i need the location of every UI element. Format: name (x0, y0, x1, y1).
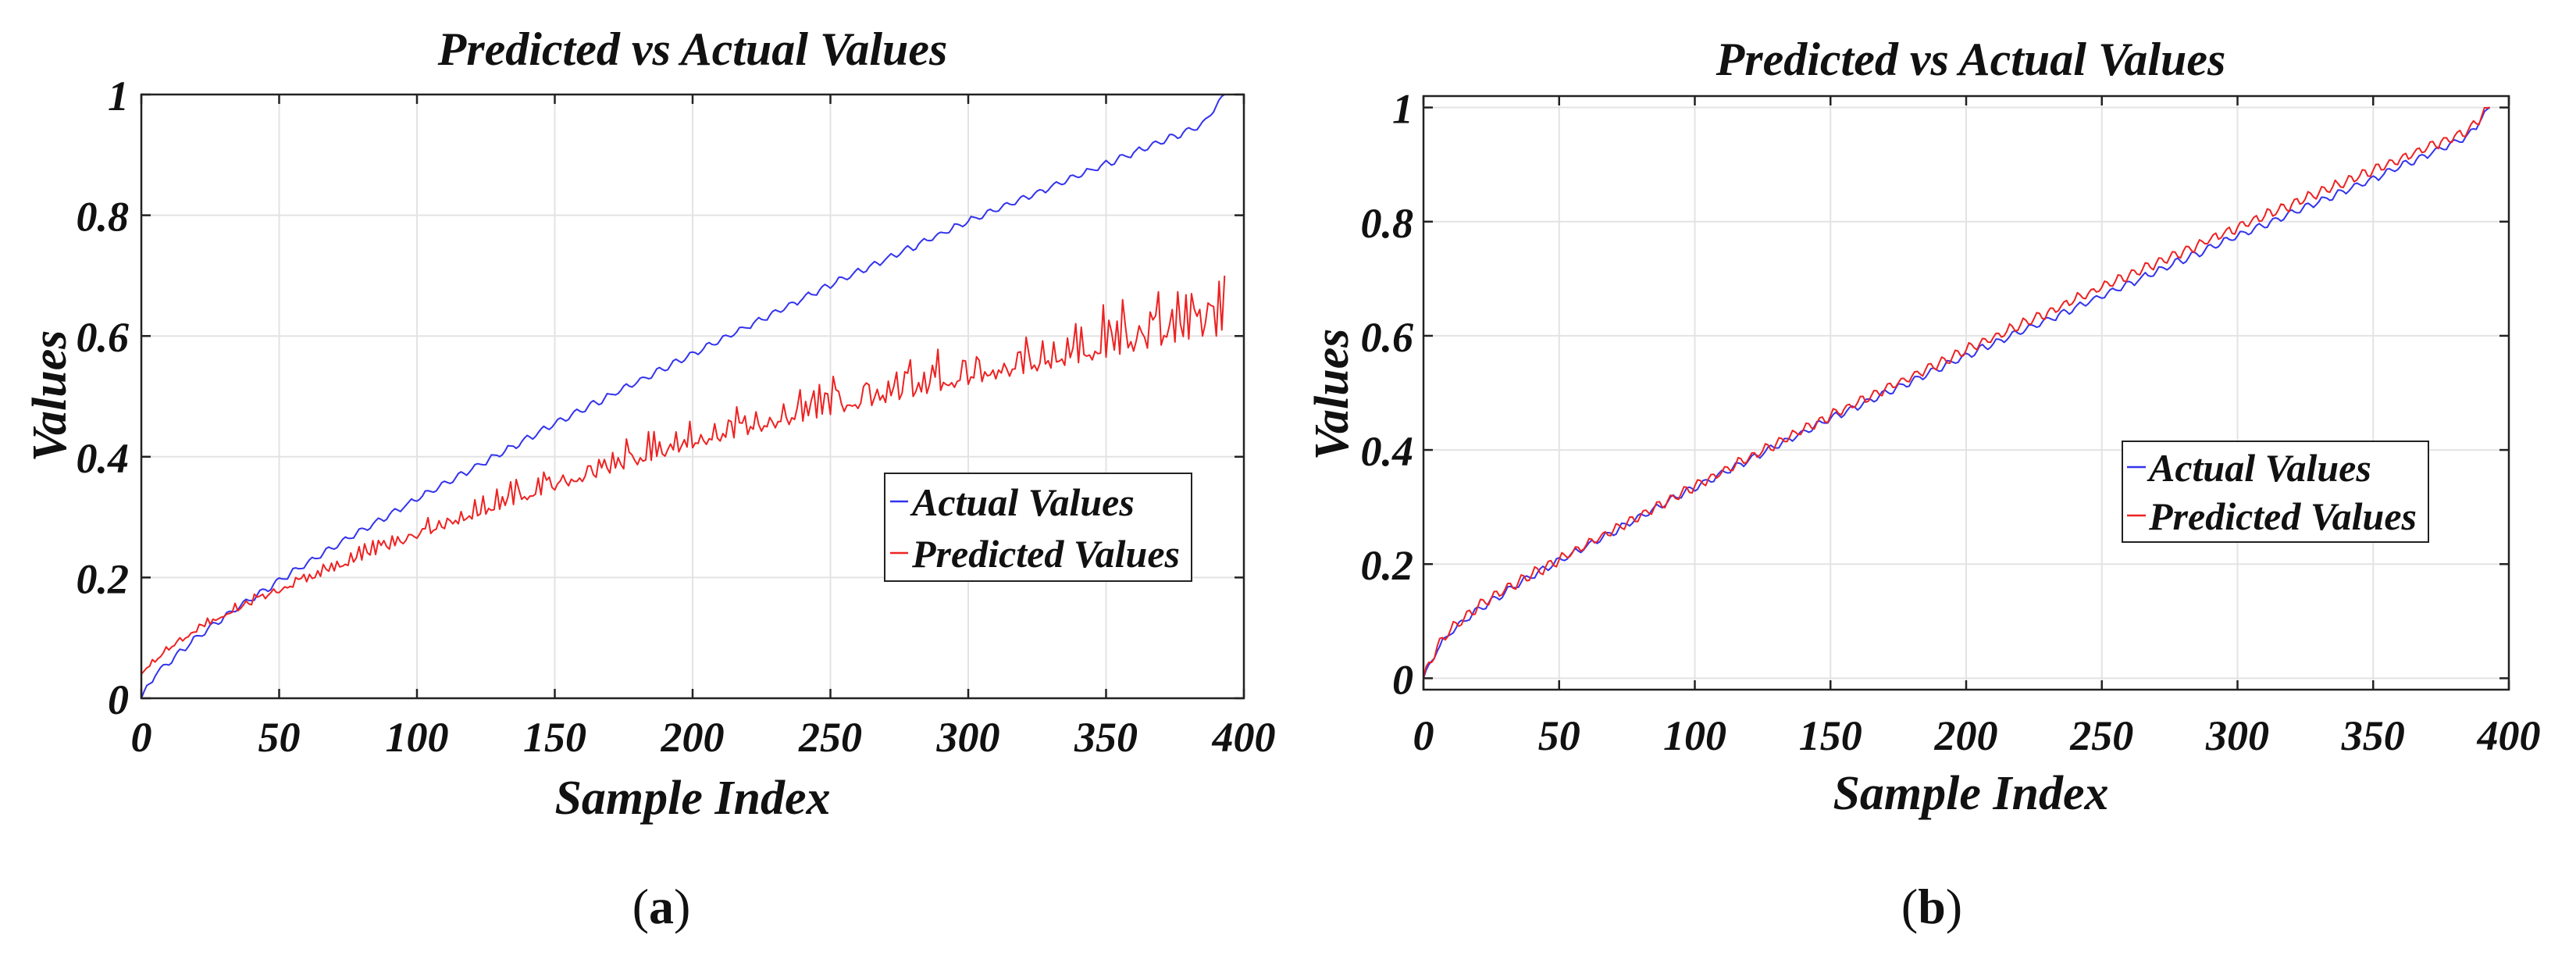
x-tick-label-b-8: 400 (2477, 712, 2541, 759)
grid-b (1423, 96, 2509, 690)
x-tick-labels-a: 0 50 100 150 200 250 300 350 400 (131, 714, 1276, 761)
x-tick-label-a-6: 300 (936, 714, 1000, 761)
y-tick-label-a-2: 0.4 (77, 435, 130, 482)
y-tick-label-a-1: 0.2 (77, 555, 130, 602)
x-tick-label-a-2: 100 (386, 714, 449, 761)
y-tick-labels-a: 0 0.2 0.4 0.6 0.8 1 (77, 73, 130, 723)
x-tick-label-a-8: 400 (1212, 714, 1276, 761)
y-axis-label-a: Values (23, 330, 77, 462)
x-tick-label-a-4: 200 (661, 714, 725, 761)
chart-title-b: Predicted vs Actual Values (1716, 34, 2226, 85)
y-tick-label-b-1: 0.2 (1361, 542, 1414, 589)
x-tick-label-b-5: 250 (2069, 712, 2133, 759)
tick-marks-b (1422, 96, 2510, 690)
x-tick-labels-b: 0 50 100 150 200 250 300 350 400 (1413, 712, 2541, 759)
y-tick-label-a-4: 0.8 (77, 194, 130, 241)
chart-title-a: Predicted vs Actual Values (437, 23, 948, 75)
legend-box-b (2122, 441, 2429, 543)
grid-a (141, 95, 1244, 698)
panel-letter-a: a (649, 879, 674, 934)
legend-label-actual-b: Actual Values (2147, 446, 2371, 490)
y-tick-label-b-3: 0.6 (1361, 314, 1414, 361)
series-line-actual-a (141, 94, 1225, 699)
x-tick-label-a-7: 350 (1074, 714, 1138, 761)
x-tick-label-b-1: 50 (1538, 712, 1580, 759)
y-tick-label-a-3: 0.6 (77, 314, 130, 361)
panel-letter-b: b (1918, 879, 1946, 934)
x-tick-label-b-2: 100 (1663, 712, 1726, 759)
series-line-actual-b (1423, 106, 2491, 679)
y-tick-labels-b: 0 0.2 0.4 0.6 0.8 1 (1361, 86, 1414, 704)
y-tick-label-b-4: 0.8 (1361, 200, 1414, 247)
legend-b: Actual Values Predicted Values (2122, 441, 2429, 543)
chart-panel-a: Predicted vs Actual Values 0 50 100 150 200 2… (23, 23, 1276, 934)
legend-box-a (884, 473, 1192, 582)
panel-label-a: (a) (632, 879, 691, 934)
y-axis-label-b: Values (1306, 329, 1359, 461)
x-tick-label-b-4: 200 (1934, 712, 1998, 759)
x-tick-label-a-0: 0 (131, 714, 152, 761)
series-layer-b (1423, 106, 2491, 679)
x-tick-label-b-0: 0 (1413, 712, 1434, 759)
y-tick-label-b-5: 1 (1392, 86, 1413, 133)
x-tick-label-a-1: 50 (258, 714, 301, 761)
x-axis-label-b: Sample Index (1833, 767, 2108, 820)
y-tick-label-a-0: 0 (108, 676, 129, 723)
series-layer-a (141, 94, 1226, 699)
x-tick-label-b-7: 350 (2341, 712, 2405, 759)
y-tick-label-a-5: 1 (108, 73, 129, 120)
y-tick-label-b-2: 0.4 (1361, 428, 1414, 475)
x-tick-label-b-3: 150 (1799, 712, 1862, 759)
legend-label-predicted-a: Predicted Values (911, 532, 1180, 576)
x-tick-label-a-5: 250 (798, 714, 862, 761)
x-tick-label-b-6: 300 (2205, 712, 2269, 759)
legend-label-actual-a: Actual Values (910, 480, 1135, 524)
series-line-predicted-a (141, 275, 1226, 675)
x-tick-label-a-3: 150 (523, 714, 586, 761)
chart-panel-b: Predicted vs Actual Values 0 50 100 150 200 2… (1306, 34, 2541, 934)
y-tick-label-b-0: 0 (1392, 656, 1413, 703)
series-line-predicted-b (1423, 106, 2490, 679)
legend-a: Actual Values Predicted Values (884, 473, 1192, 582)
legend-label-predicted-b: Predicted Values (2148, 494, 2417, 538)
x-axis-label-a: Sample Index (554, 772, 830, 825)
panel-label-b: (b) (1901, 879, 1962, 934)
tick-marks-a (140, 93, 1245, 700)
